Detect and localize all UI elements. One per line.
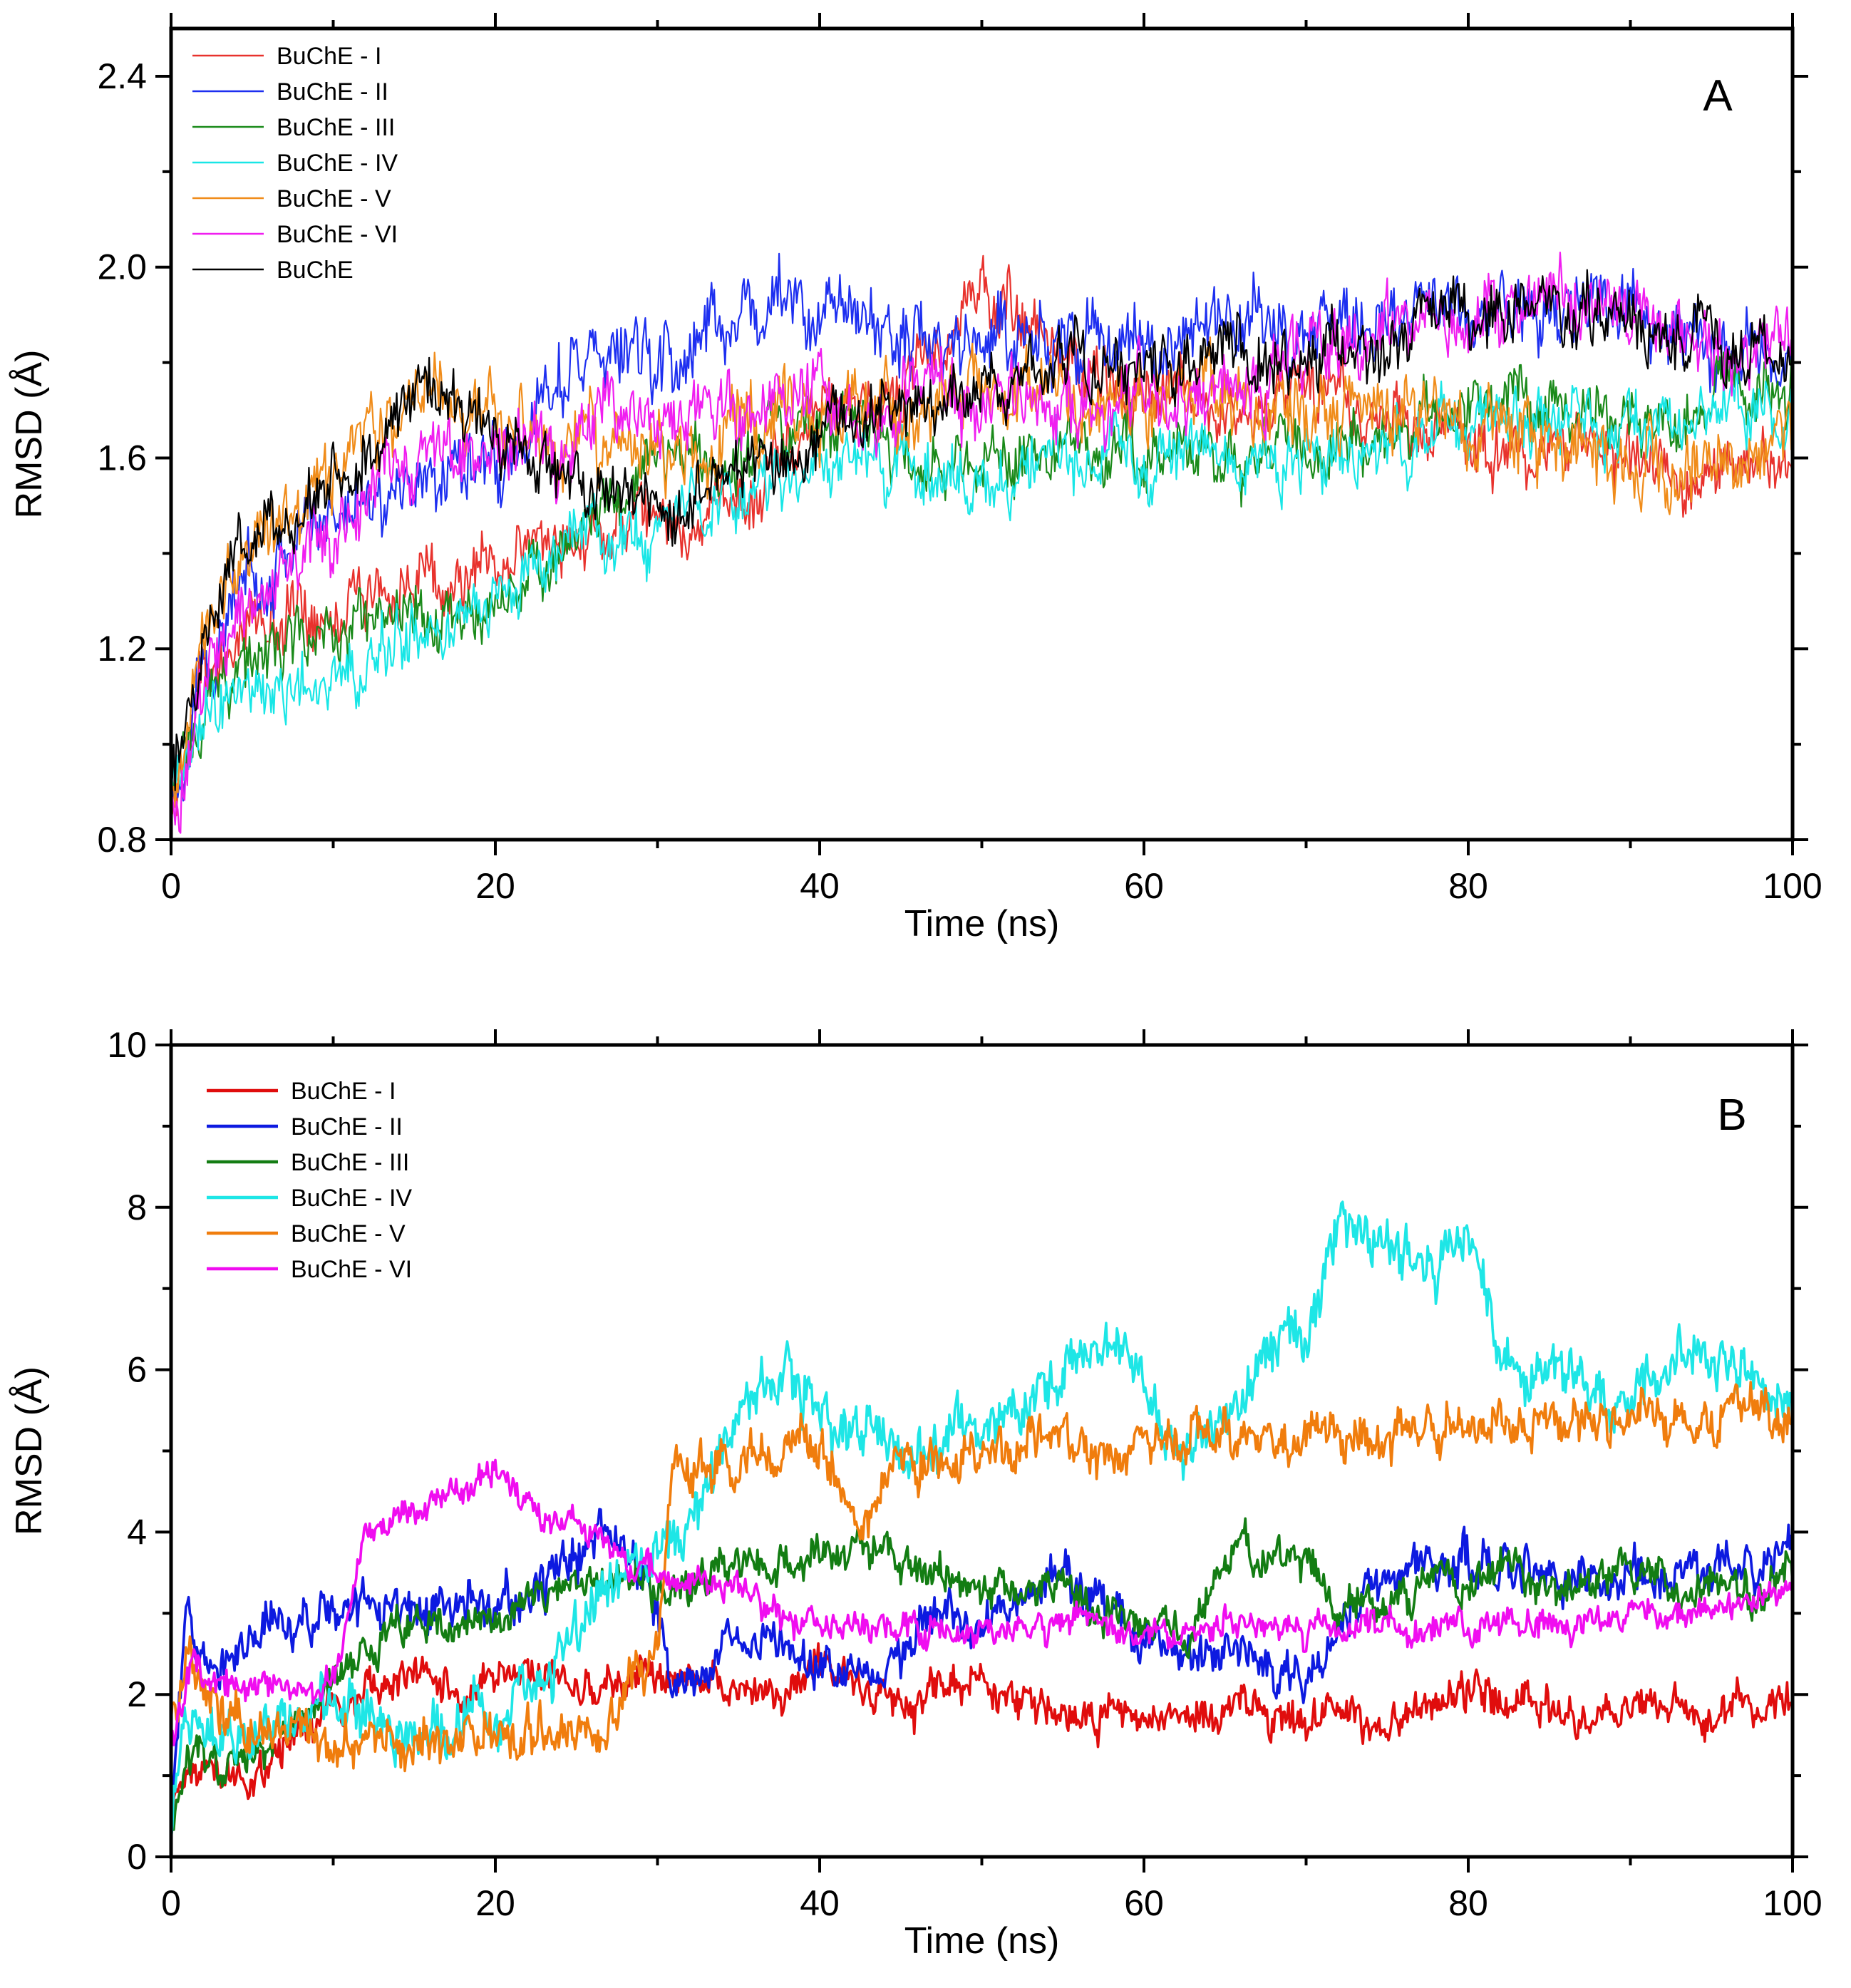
panel-b-y-axis-label: RMSD (Å) (9, 1366, 50, 1535)
panel-a-x-tick-label: 20 (475, 866, 515, 906)
panel-b-y-tick-label: 8 (127, 1188, 147, 1227)
panel-a-legend-label-3: BuChE - III (277, 114, 395, 141)
panel-b-series-line-5 (170, 1381, 1794, 1773)
panel-a-chart: 0 20 40 60 80 100 0.8 1.2 1.6 2.0 2.4 Time (ns) RM… (9, 13, 1822, 944)
panel-a-y-axis-label: RMSD (Å) (9, 350, 50, 519)
panel-a-legend-label-4: BuChE - IV (277, 150, 398, 177)
panel-a-x-tick-label: 0 (161, 866, 181, 906)
panel-b-y-tick-label: 2 (127, 1674, 147, 1714)
panel-b-label: B (1717, 1091, 1746, 1140)
panel-a-y-tick-label: 0.8 (97, 820, 147, 860)
panel-b-legend-label-2: BuChE - II (291, 1113, 403, 1140)
panel-a-label: A (1703, 71, 1733, 120)
panel-a-legend-label-6: BuChE - VI (277, 221, 398, 248)
panel-b-x-tick-label: 0 (161, 1883, 181, 1923)
panel-a-legend-label-1: BuChE - I (277, 43, 381, 70)
panel-b-chart: 0 20 40 60 80 100 0 2 4 6 8 10 Time (ns) RMSD (Å) B… (9, 1025, 1822, 1962)
panel-a-legend-label-5: BuChE - V (277, 185, 391, 212)
panel-b-y-tick-label: 6 (127, 1350, 147, 1390)
panel-b-x-tick-label: 80 (1448, 1883, 1488, 1923)
panel-b-series-line-3 (170, 1517, 1794, 1831)
panel-b-x-tick-label: 100 (1763, 1883, 1822, 1923)
panel-a-legend-label-7: BuChE (277, 257, 354, 284)
panel-a-series-line-4 (170, 371, 1794, 791)
panel-a-y-tick-label: 2.0 (97, 247, 147, 287)
panel-a-y-tick-label: 1.6 (97, 438, 147, 478)
panel-a-legend-label-2: BuChE - II (277, 78, 388, 105)
panel-a-legend: BuChE - I BuChE - II BuChE - III BuChE - IV… (192, 43, 398, 284)
panel-b-y-tick-label: 10 (107, 1025, 147, 1065)
panel-a-y-tick-label: 2.4 (97, 56, 147, 96)
panel-b-x-tick-label: 60 (1124, 1883, 1164, 1923)
panel-a-x-tick-label: 40 (800, 866, 840, 906)
panel-a-y-tick-label: 1.2 (97, 629, 147, 669)
panel-b-legend-label-1: BuChE - I (291, 1078, 396, 1105)
panel-b-x-tick-label: 40 (800, 1883, 840, 1923)
panel-a-series-line-7 (170, 269, 1794, 792)
panel-b-series-line-6 (170, 1458, 1794, 1746)
panel-b-x-axis-label: Time (ns) (904, 1920, 1060, 1962)
panel-a-series-line-2 (170, 252, 1794, 802)
panel-a-series-line-6 (170, 252, 1793, 840)
panel-b-x-tick-label: 20 (475, 1883, 515, 1923)
panel-b-legend-label-3: BuChE - III (291, 1149, 409, 1176)
panel-a-x-axis-label: Time (ns) (904, 903, 1060, 944)
panel-a-x-tick-label: 80 (1448, 866, 1488, 906)
panel-b-legend-label-4: BuChE - IV (291, 1185, 412, 1212)
panel-b-y-tick-label: 0 (127, 1837, 147, 1877)
panel-b-legend: BuChE - I BuChE - II BuChE - III BuChE - IV… (207, 1078, 412, 1283)
panel-b-y-tick-label: 4 (127, 1512, 147, 1552)
panel-a-x-tick-label: 100 (1763, 866, 1822, 906)
panel-b-legend-label-6: BuChE - VI (291, 1256, 412, 1283)
panel-a-x-tick-label: 60 (1124, 866, 1164, 906)
panel-b-series-line-4 (170, 1200, 1794, 1841)
panel-b-series-line-1 (170, 1642, 1794, 1837)
panel-b-legend-label-5: BuChE - V (291, 1220, 406, 1247)
